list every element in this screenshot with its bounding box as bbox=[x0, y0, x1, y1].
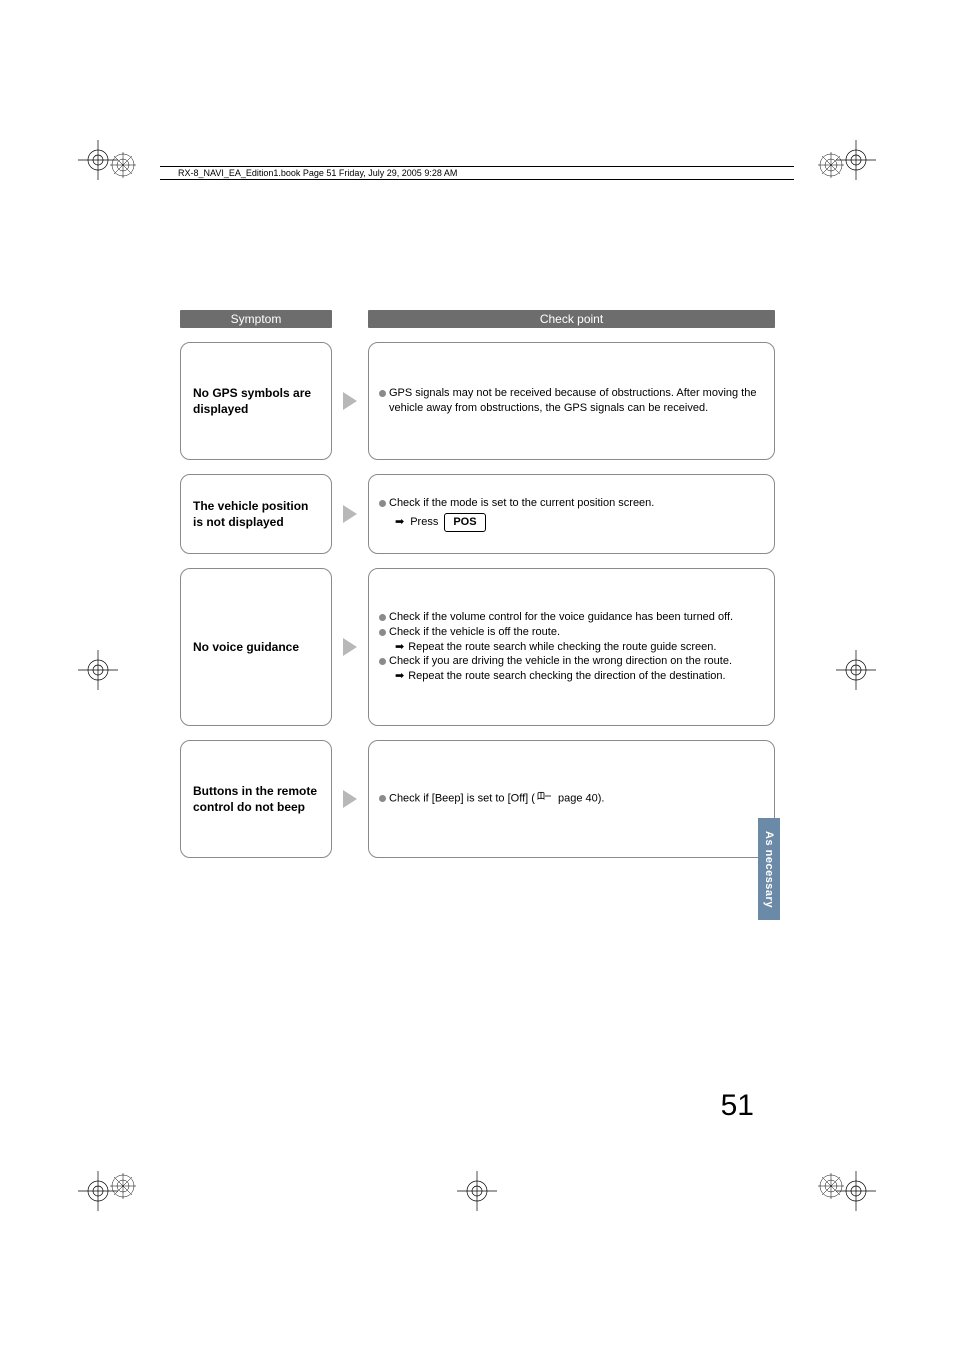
checkpoint-box: Check if the volume control for the voic… bbox=[368, 568, 775, 726]
troubleshoot-row: Buttons in the remote control do not bee… bbox=[180, 740, 775, 858]
pos-button: POS bbox=[444, 513, 485, 532]
crop-mark-mid-left bbox=[78, 650, 118, 690]
symptom-column-header: Symptom bbox=[180, 310, 332, 328]
symptom-box: No voice guidance bbox=[180, 568, 332, 726]
bullet-text: Check if the vehicle is off the route. bbox=[389, 625, 762, 640]
press-instruction: ➡ Press POS bbox=[379, 513, 762, 532]
arrow-icon bbox=[332, 740, 368, 858]
checkpoint-box: GPS signals may not be received because … bbox=[368, 342, 775, 460]
bullet-text: Check if [Beep] is set to [Off] ( page 4… bbox=[389, 791, 762, 806]
indent-item: ➡ Repeat the route search while checking… bbox=[379, 640, 762, 655]
symptom-text: Buttons in the remote control do not bee… bbox=[193, 783, 319, 815]
bullet-icon bbox=[379, 795, 386, 802]
column-header-row: Symptom Check point bbox=[180, 310, 775, 328]
radial-mark-top-left bbox=[110, 152, 136, 178]
bullet-item: Check if [Beep] is set to [Off] ( page 4… bbox=[379, 791, 762, 806]
checkpoint-box: Check if [Beep] is set to [Off] ( page 4… bbox=[368, 740, 775, 858]
bullet-text-pre: Check if [Beep] is set to [Off] ( bbox=[389, 793, 535, 805]
section-tab: As necessary bbox=[758, 818, 780, 920]
bullet-icon bbox=[379, 390, 386, 397]
page-header-text: RX-8_NAVI_EA_Edition1.book Page 51 Frida… bbox=[178, 168, 457, 178]
bullet-icon bbox=[379, 500, 386, 507]
radial-mark-top-right bbox=[818, 152, 844, 178]
page-content: Symptom Check point No GPS symbols are d… bbox=[180, 310, 775, 872]
troubleshoot-row: The vehicle position is not displayed Ch… bbox=[180, 474, 775, 554]
bullet-icon bbox=[379, 658, 386, 665]
bullet-item: GPS signals may not be received because … bbox=[379, 386, 762, 416]
arrow-icon bbox=[332, 474, 368, 554]
right-arrow-icon: ➡ bbox=[395, 515, 404, 530]
section-tab-label: As necessary bbox=[763, 831, 775, 908]
bullet-item: Check if the vehicle is off the route. bbox=[379, 625, 762, 640]
troubleshoot-row: No voice guidance Check if the volume co… bbox=[180, 568, 775, 726]
bullet-text: Check if the volume control for the voic… bbox=[389, 610, 762, 625]
bullet-item: Check if the mode is set to the current … bbox=[379, 496, 762, 511]
bullet-text: Check if you are driving the vehicle in … bbox=[389, 654, 762, 669]
bullet-icon bbox=[379, 629, 386, 636]
symptom-box: No GPS symbols are displayed bbox=[180, 342, 332, 460]
arrow-icon bbox=[332, 568, 368, 726]
symptom-text: No GPS symbols are displayed bbox=[193, 385, 319, 417]
bullet-icon bbox=[379, 614, 386, 621]
indent-item: ➡ Repeat the route search checking the d… bbox=[379, 669, 762, 684]
symptom-box: Buttons in the remote control do not bee… bbox=[180, 740, 332, 858]
symptom-text: No voice guidance bbox=[193, 639, 299, 655]
press-label: Press bbox=[410, 515, 438, 530]
bullet-text-post: page 40). bbox=[555, 793, 605, 805]
crop-mark-bottom-center bbox=[457, 1171, 497, 1211]
page-header-strip: RX-8_NAVI_EA_Edition1.book Page 51 Frida… bbox=[160, 166, 794, 180]
crop-mark-mid-right bbox=[836, 650, 876, 690]
bullet-item: Check if the volume control for the voic… bbox=[379, 610, 762, 625]
symptom-box: The vehicle position is not displayed bbox=[180, 474, 332, 554]
arrow-icon bbox=[332, 342, 368, 460]
radial-mark-bottom-right bbox=[818, 1173, 844, 1199]
bullet-item: Check if you are driving the vehicle in … bbox=[379, 654, 762, 669]
page-number: 51 bbox=[721, 1089, 754, 1123]
checkpoint-column-header: Check point bbox=[368, 310, 775, 328]
page-reference-icon bbox=[537, 791, 553, 806]
bullet-text: Check if the mode is set to the current … bbox=[389, 496, 762, 511]
indent-text: Repeat the route search checking the dir… bbox=[408, 669, 762, 684]
indent-text: Repeat the route search while checking t… bbox=[408, 640, 762, 655]
symptom-text: The vehicle position is not displayed bbox=[193, 498, 319, 530]
right-arrow-icon: ➡ bbox=[395, 640, 404, 655]
checkpoint-box: Check if the mode is set to the current … bbox=[368, 474, 775, 554]
troubleshoot-row: No GPS symbols are displayed GPS signals… bbox=[180, 342, 775, 460]
radial-mark-bottom-left bbox=[110, 1173, 136, 1199]
right-arrow-icon: ➡ bbox=[395, 669, 404, 684]
bullet-text: GPS signals may not be received because … bbox=[389, 386, 762, 416]
